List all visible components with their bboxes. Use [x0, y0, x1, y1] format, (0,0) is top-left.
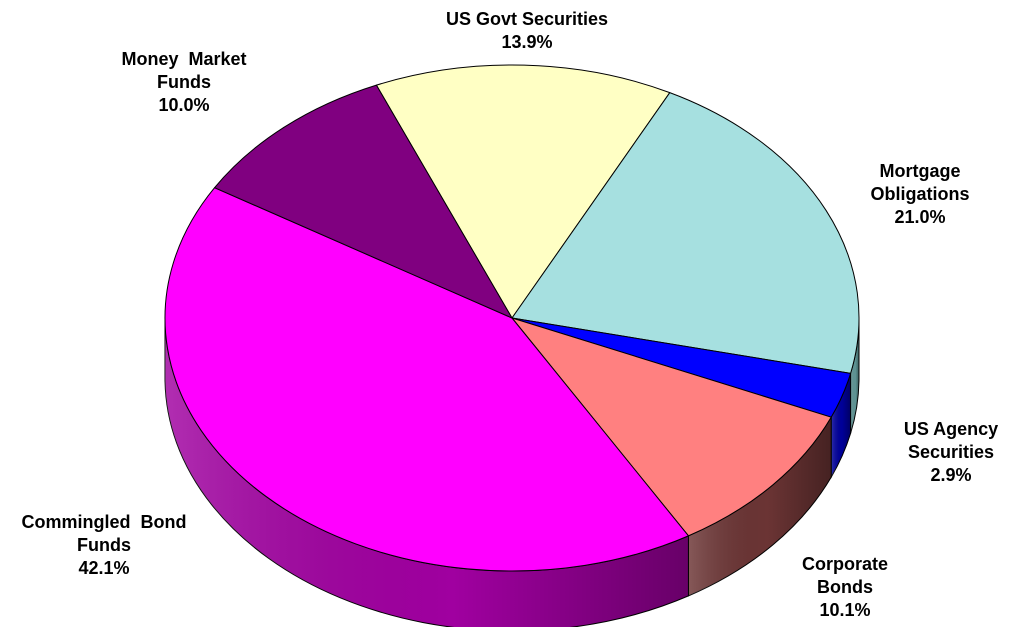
slice-percent-label: 10.1%: [819, 600, 871, 620]
pie-side-group: [164, 317, 860, 627]
slice-label-text: Funds: [156, 72, 211, 92]
slice-label-text: Securities: [907, 442, 995, 462]
slice-percent-label: 42.1%: [78, 558, 130, 578]
slice-label-mortgage-obligations: Mortgage Obligations 21.0%: [871, 160, 970, 229]
pie-slice-mortgage-obligations: [511, 92, 860, 374]
pie-top-group: [164, 64, 860, 572]
slice-label-us-govt-securities: US Govt Securities 13.9%: [446, 8, 608, 54]
pie-slice-money-market-funds: [214, 84, 513, 319]
slice-percent-label: 2.9%: [930, 465, 972, 485]
pie-side-shade-us-agency-securities: [831, 373, 851, 478]
slice-label-text: Commingled Bond: [21, 512, 187, 532]
slice-label-text: US Agency: [903, 419, 999, 439]
slice-label-text: Funds: [77, 535, 131, 555]
slice-percent-label: 21.0%: [894, 207, 946, 227]
slice-label-commingled-bond-funds: Commingled Bond Funds 42.1%: [22, 511, 187, 580]
slice-label-money-market-funds: Money Market Funds 10.0%: [121, 48, 246, 117]
pie-slice-commingled-bond-funds: [164, 187, 689, 572]
slice-percent-label: 13.9%: [501, 32, 553, 52]
slice-label-corporate-bonds: Corporate Bonds 10.1%: [802, 553, 888, 622]
slice-label-text: Obligations: [870, 184, 970, 204]
pie-side-shade-corporate-bonds: [688, 417, 832, 596]
pie-slice-us-govt-securities: [375, 64, 671, 319]
slice-label-text: Bonds: [816, 577, 873, 597]
slice-label-text: US Govt Securities: [445, 9, 609, 29]
slice-label-text: Corporate: [801, 554, 889, 574]
slice-label-text: Money Market: [121, 49, 247, 69]
slice-percent-label: 10.0%: [158, 95, 210, 115]
pie-side-shade-commingled-bond-funds: [165, 318, 689, 627]
slice-label-us-agency-securities: US Agency Securities 2.9%: [904, 418, 998, 487]
pie-slice-corporate-bonds: [511, 317, 832, 537]
slice-label-text: Mortgage: [879, 161, 961, 181]
